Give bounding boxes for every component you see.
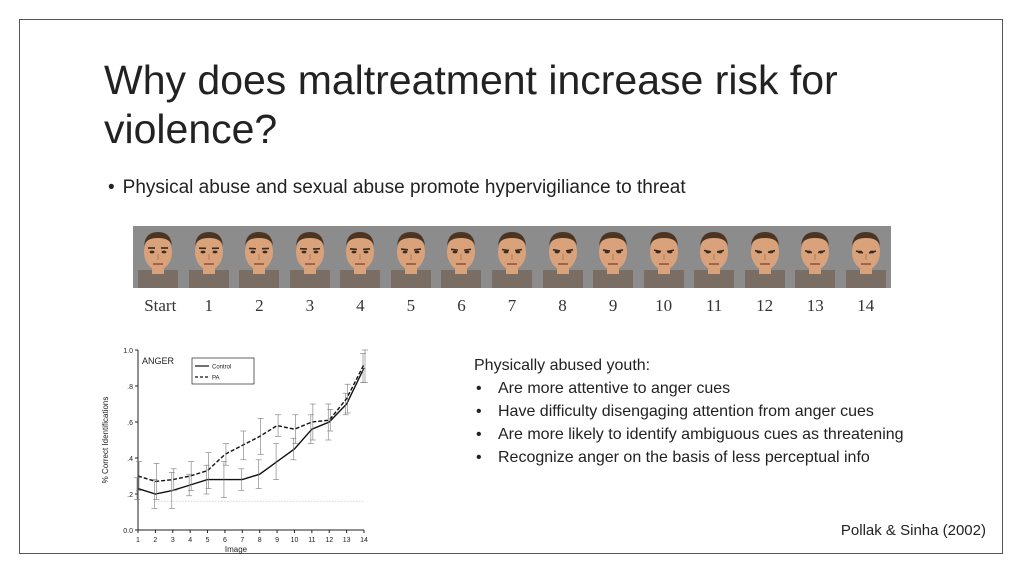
face-image [138,232,179,288]
main-bullet-text: Physical abuse and sexual abuse promote … [122,177,686,198]
face-image [845,232,886,288]
x-axis-label: Image [225,545,248,554]
face-image [492,232,532,288]
face-label: 4 [356,296,365,315]
slide-frame [19,19,1003,554]
y-tick-label: .4 [127,456,133,463]
finding-item: • Are more attentive to anger cues [474,377,944,400]
x-tick-label: 1 [136,537,140,544]
chart-title: ANGER [142,356,175,366]
face-label: 3 [305,296,315,315]
face-image [593,232,634,288]
face-image [289,232,330,288]
x-tick-label: 10 [291,537,299,544]
face-label: 13 [806,296,824,315]
face-image [744,232,785,288]
face-label: Start [144,296,177,315]
y-tick-label: .2 [127,492,133,499]
face-label: 10 [655,296,673,315]
x-tick-label: 9 [275,537,279,544]
face-label: 7 [507,296,517,315]
bullet-dot-icon: • [476,426,482,443]
face-image [694,232,735,288]
face-label: 1 [204,296,214,315]
y-tick-label: 1.0 [123,348,133,355]
finding-text: Are more likely to identify ambiguous cu… [498,426,904,443]
face-image [239,232,280,288]
x-tick-label: 7 [240,537,244,544]
main-bullet: • Physical abuse and sexual abuse promote… [108,177,686,199]
finding-item: • Are more likely to identify ambiguous c… [474,423,944,446]
x-tick-label: 3 [171,537,175,544]
face-image [340,232,381,288]
x-tick-label: 11 [308,537,315,544]
face-image [188,232,229,288]
bullet-dot-icon: • [108,177,115,198]
x-tick-label: 14 [360,537,368,544]
face-image [643,232,684,288]
face-label: 6 [457,296,466,315]
series-line-control [137,367,365,495]
y-tick-label: .6 [127,420,133,427]
citation: Pollak & Sinha (2002) [840,522,986,539]
findings-heading: Physically abused youth: [474,357,651,374]
morphed-faces-strip [133,226,891,288]
slide-title: Why does maltreatment increase risk for … [104,57,838,152]
finding-text: Recognize anger on the basis of less per… [498,449,870,466]
bullet-dot-icon: • [476,449,482,466]
legend-box [191,357,255,385]
bullet-dot-icon: • [476,403,482,420]
findings-block: Physically abused youth: • Are more atten… [474,354,944,469]
face-label: 8 [558,296,567,315]
face-label: 12 [756,296,774,315]
face-label: 14 [857,296,875,315]
x-tick-label: 13 [343,537,351,544]
face-image [795,232,836,288]
anger-identification-chart: 0.0.2.4.6.81.01 2 3 4 5 6 7 8 9 10 11 12 13 14Image% … [101,348,368,554]
y-tick-label: 0.0 [123,528,133,535]
x-tick-label: 2 [153,537,157,544]
face-image [390,232,431,288]
face-label: 11 [705,296,723,315]
y-axis-label: % Correct Identifications [101,397,110,484]
x-tick-label: 12 [325,537,333,544]
findings-list: • Are more attentive to anger cues • Have d… [474,377,944,469]
finding-item: • Have difficulty disengaging attention f… [474,400,944,423]
legend-label: PA [212,376,220,382]
legend-label: Control [212,365,231,371]
x-tick-label: 5 [206,537,210,544]
finding-item: • Recognize anger on the basis of less pe… [474,446,944,469]
series-line-pa [137,364,365,483]
face-label: 5 [406,296,416,315]
x-tick-label: 4 [188,537,192,544]
face-image [542,232,583,288]
x-tick-label: 8 [258,537,262,544]
face-label: 2 [255,296,264,315]
finding-text: Have difficulty disengaging attention fr… [498,403,874,420]
y-tick-label: .8 [127,384,133,391]
finding-text: Are more attentive to anger cues [498,380,731,397]
face-image [441,232,482,288]
x-tick-label: 6 [223,537,227,544]
face-labels: Start 1 2 3 4 5 6 7 8 9 10 11 12 13 14 [133,296,891,320]
face-label: 9 [608,296,618,315]
bullet-dot-icon: • [476,380,482,397]
